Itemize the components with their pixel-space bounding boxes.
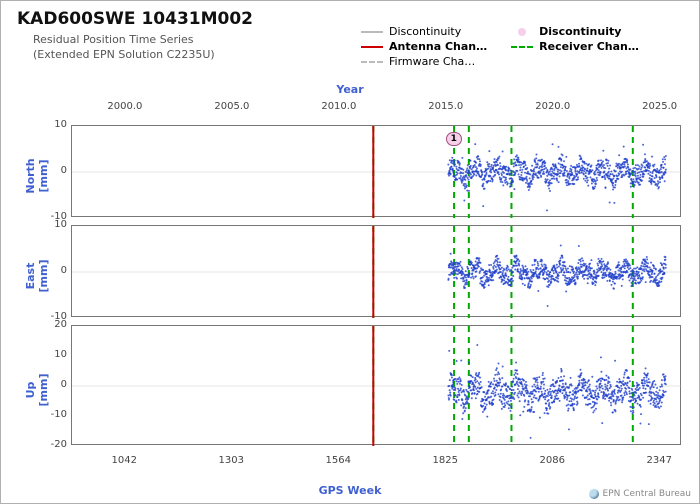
y-tick: 0 xyxy=(37,165,67,176)
top-tick: 2010.0 xyxy=(314,101,364,112)
y-tick: -10 xyxy=(37,409,67,420)
legend-item: Discontinuity xyxy=(511,25,639,38)
top-tick: 2025.0 xyxy=(635,101,685,112)
legend-label: Discontinuity xyxy=(389,25,461,38)
chart-frame: KAD600SWE 10431M002 Residual Position Ti… xyxy=(0,0,700,504)
legend-swatch xyxy=(361,61,383,63)
y-tick: 10 xyxy=(37,219,67,230)
bottom-axis-title: GPS Week xyxy=(319,484,382,497)
y-tick: 0 xyxy=(37,265,67,276)
top-tick: 2015.0 xyxy=(421,101,471,112)
plot-area: 1 xyxy=(71,125,681,443)
legend-label: Receiver Chan… xyxy=(539,40,639,53)
y-tick: 10 xyxy=(37,349,67,360)
y-tick: 10 xyxy=(37,119,67,130)
legend-swatch xyxy=(361,31,383,33)
bottom-tick: 1564 xyxy=(313,455,363,466)
bottom-tick: 1042 xyxy=(99,455,149,466)
legend-swatch xyxy=(511,46,533,48)
y-tick: -20 xyxy=(37,439,67,450)
y-axis-label-north: North[mm] xyxy=(24,148,50,204)
legend-label: Antenna Chan… xyxy=(389,40,487,53)
top-tick: 2020.0 xyxy=(528,101,578,112)
panel-north: 1 xyxy=(71,125,681,217)
subtitle-line-1: Residual Position Time Series xyxy=(33,33,194,46)
legend-label: Firmware Cha… xyxy=(389,55,475,68)
y-tick: 20 xyxy=(37,319,67,330)
panel-up xyxy=(71,325,681,445)
panel-east xyxy=(71,225,681,317)
discontinuity-marker: 1 xyxy=(446,132,462,146)
bottom-tick: 2086 xyxy=(527,455,577,466)
y-axis-label-east: East[mm] xyxy=(24,248,50,304)
top-axis-title: Year xyxy=(336,83,363,96)
legend-swatch xyxy=(361,46,383,48)
globe-icon xyxy=(589,489,599,499)
footer-text: EPN Central Bureau xyxy=(603,489,691,499)
bottom-tick: 1825 xyxy=(420,455,470,466)
footer-credit: EPN Central Bureau xyxy=(589,489,691,499)
legend-swatch xyxy=(518,28,526,36)
bottom-tick: 1303 xyxy=(206,455,256,466)
legend-label: Discontinuity xyxy=(539,25,621,38)
subtitle-line-2: (Extended EPN Solution C2235U) xyxy=(33,48,215,61)
legend-item: Receiver Chan… xyxy=(511,40,639,53)
y-tick: 0 xyxy=(37,379,67,390)
legend-item: Discontinuity xyxy=(361,25,487,38)
legend-item: Antenna Chan… xyxy=(361,40,487,53)
legend: Discontinuity Discontinuity Antenna Chan… R… xyxy=(361,25,639,68)
chart-title: KAD600SWE 10431M002 xyxy=(17,9,253,29)
top-tick: 2005.0 xyxy=(207,101,257,112)
top-tick: 2000.0 xyxy=(100,101,150,112)
chart-subtitle: Residual Position Time Series (Extended … xyxy=(33,33,215,63)
bottom-tick: 2347 xyxy=(634,455,684,466)
legend-item: Firmware Cha… xyxy=(361,55,487,68)
